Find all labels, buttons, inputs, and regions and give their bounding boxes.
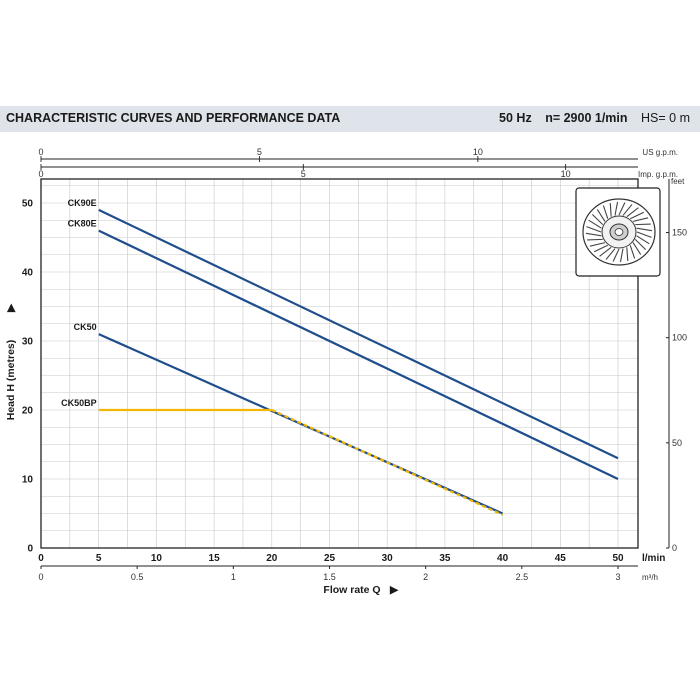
impeller-vane [587, 238, 603, 241]
impeller-vane [612, 248, 620, 262]
impeller-vane [635, 223, 651, 226]
x-tick-label: 0 [38, 553, 44, 564]
secondary-y-tick-label: 50 [672, 438, 682, 448]
impeller-vane [626, 247, 629, 261]
suction-label: HS= 0 m [641, 111, 690, 125]
secondary-y-tick-label: 0 [672, 543, 677, 553]
secondary-x-tick-label: 1 [231, 572, 236, 582]
series-lines [98, 208, 619, 516]
series-line-ck90e [98, 208, 619, 460]
x-tick-label: 10 [151, 553, 163, 564]
top-axis-tick-label: 0 [38, 169, 43, 179]
impeller-vane [589, 242, 606, 247]
y-axis-arrow: ▶ [5, 303, 17, 313]
grid [40, 179, 638, 549]
y-tick-label: 0 [27, 544, 33, 555]
series-line-ck50bp-dashed [271, 408, 504, 516]
impeller-vane [609, 203, 612, 217]
pump-impeller-icon [575, 187, 661, 277]
top-axis-tick-label: 0 [38, 147, 43, 157]
impeller-vane [591, 213, 604, 226]
x-tick-label: 35 [439, 553, 451, 564]
impeller-vane [636, 231, 652, 238]
x-tick-label: 40 [497, 553, 509, 564]
header-band [0, 106, 700, 132]
impeller-vane [632, 217, 649, 222]
y-tick-label: 30 [22, 337, 34, 348]
impeller-vane [618, 202, 626, 216]
y-tick-label: 40 [22, 268, 34, 279]
impeller-vane [622, 204, 633, 216]
impeller-vane [602, 205, 609, 219]
y-tick-label: 10 [22, 475, 34, 486]
y-tick-label: 20 [22, 406, 34, 417]
frequency-label: 50 Hz [499, 111, 532, 125]
secondary-x-tick-label: 0 [38, 572, 43, 582]
top-axis-tick-label: 5 [301, 169, 306, 179]
secondary-x-tick-label: 0.5 [131, 572, 144, 582]
x-tick-label: 30 [382, 553, 394, 564]
secondary-y-tick-label: 150 [672, 228, 687, 238]
secondary-y-unit: feet [671, 177, 685, 186]
secondary-x-tick-label: 2 [423, 572, 428, 582]
impeller-vane [632, 242, 642, 255]
top-axis-unit: Imp. g.p.m. [638, 170, 678, 179]
x-tick-label: 45 [555, 553, 567, 564]
impeller-vane [629, 211, 645, 220]
series-label-ck80e: CK80E [68, 219, 97, 229]
impeller-vane [593, 244, 609, 253]
impeller-vane [636, 235, 650, 245]
impeller-vane [585, 232, 602, 237]
secondary-x-tick-label: 3 [615, 572, 620, 582]
impeller-vane [619, 248, 624, 263]
speed-label: n= 2900 1/min [545, 111, 628, 125]
x-tick-label: 25 [324, 553, 336, 564]
secondary-y-tick-label: 100 [672, 333, 687, 343]
series-label-ck50bp: CK50BP [61, 398, 97, 408]
x-tick-label: 15 [209, 553, 221, 564]
impeller-vane [599, 246, 612, 257]
top-axis-tick-label: 10 [473, 147, 483, 157]
operating-conditions: 50 Hz n= 2900 1/min HS= 0 m [489, 111, 690, 125]
series-labels: CK90E CK80E CK50 CK50BP [61, 198, 97, 408]
y-axis-title: Head H (metres) [5, 340, 17, 421]
series-label-ck50: CK50 [74, 322, 97, 332]
plot-frame [40, 178, 639, 549]
x-axis-title: Flow rate Q [323, 584, 380, 596]
top-axis-unit: US g.p.m. [642, 148, 678, 157]
x-tick-label: 50 [612, 553, 624, 564]
impeller-vane [596, 209, 606, 222]
impeller-vane [629, 245, 636, 259]
top-axis-tick-label: 5 [257, 147, 262, 157]
secondary-x-unit: m³/h [642, 573, 658, 582]
series-label-ck90e: CK90E [68, 198, 97, 208]
top-axis-tick-label: 10 [561, 169, 571, 179]
x-axis-arrow: ▶ [389, 584, 399, 596]
impeller-vane [588, 219, 602, 229]
x-tick-label: 5 [96, 553, 102, 564]
secondary-x-tick-label: 1.5 [323, 572, 336, 582]
impeller-vane [636, 227, 653, 232]
chart-title: CHARACTERISTIC CURVES AND PERFORMANCE DA… [6, 111, 341, 125]
impeller-vane [626, 207, 639, 218]
impeller-vane [614, 201, 619, 216]
secondary-x-tick-label: 2.5 [516, 572, 529, 582]
impeller-vane [634, 238, 647, 251]
series-line-ck80e [98, 229, 619, 480]
x-tick-label: 20 [266, 553, 278, 564]
y-tick-label: 50 [22, 199, 34, 210]
impeller-vane [586, 226, 602, 233]
x-unit-label: l/min [642, 553, 665, 564]
impeller-vane [605, 248, 616, 260]
